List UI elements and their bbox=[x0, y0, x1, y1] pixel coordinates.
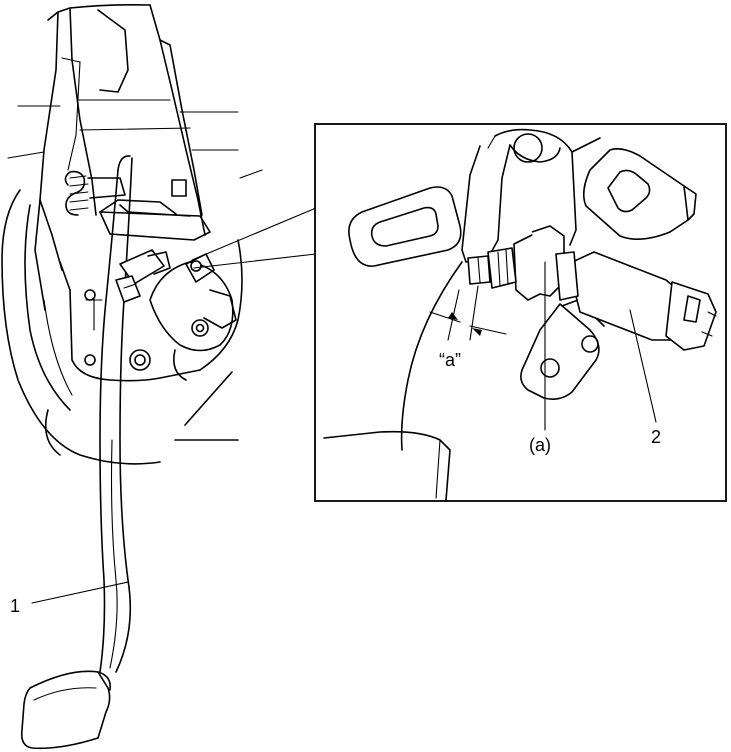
detail-view bbox=[314, 123, 727, 502]
return-spring bbox=[64, 170, 187, 216]
pedal-leader bbox=[31, 581, 129, 604]
pedal-pad bbox=[20, 670, 112, 750]
pedal-bracket bbox=[7, 4, 263, 311]
dash-panel bbox=[1, 189, 243, 465]
pedal-mount bbox=[99, 199, 237, 381]
callout-lines bbox=[191, 207, 317, 269]
switch-small bbox=[115, 249, 171, 303]
label-part-a: (a) bbox=[529, 435, 551, 455]
pedal-arm bbox=[99, 155, 133, 673]
label-pedal: 1 bbox=[10, 596, 21, 616]
label-gap-a: “a” bbox=[439, 350, 461, 370]
label-switch: 2 bbox=[651, 427, 662, 447]
